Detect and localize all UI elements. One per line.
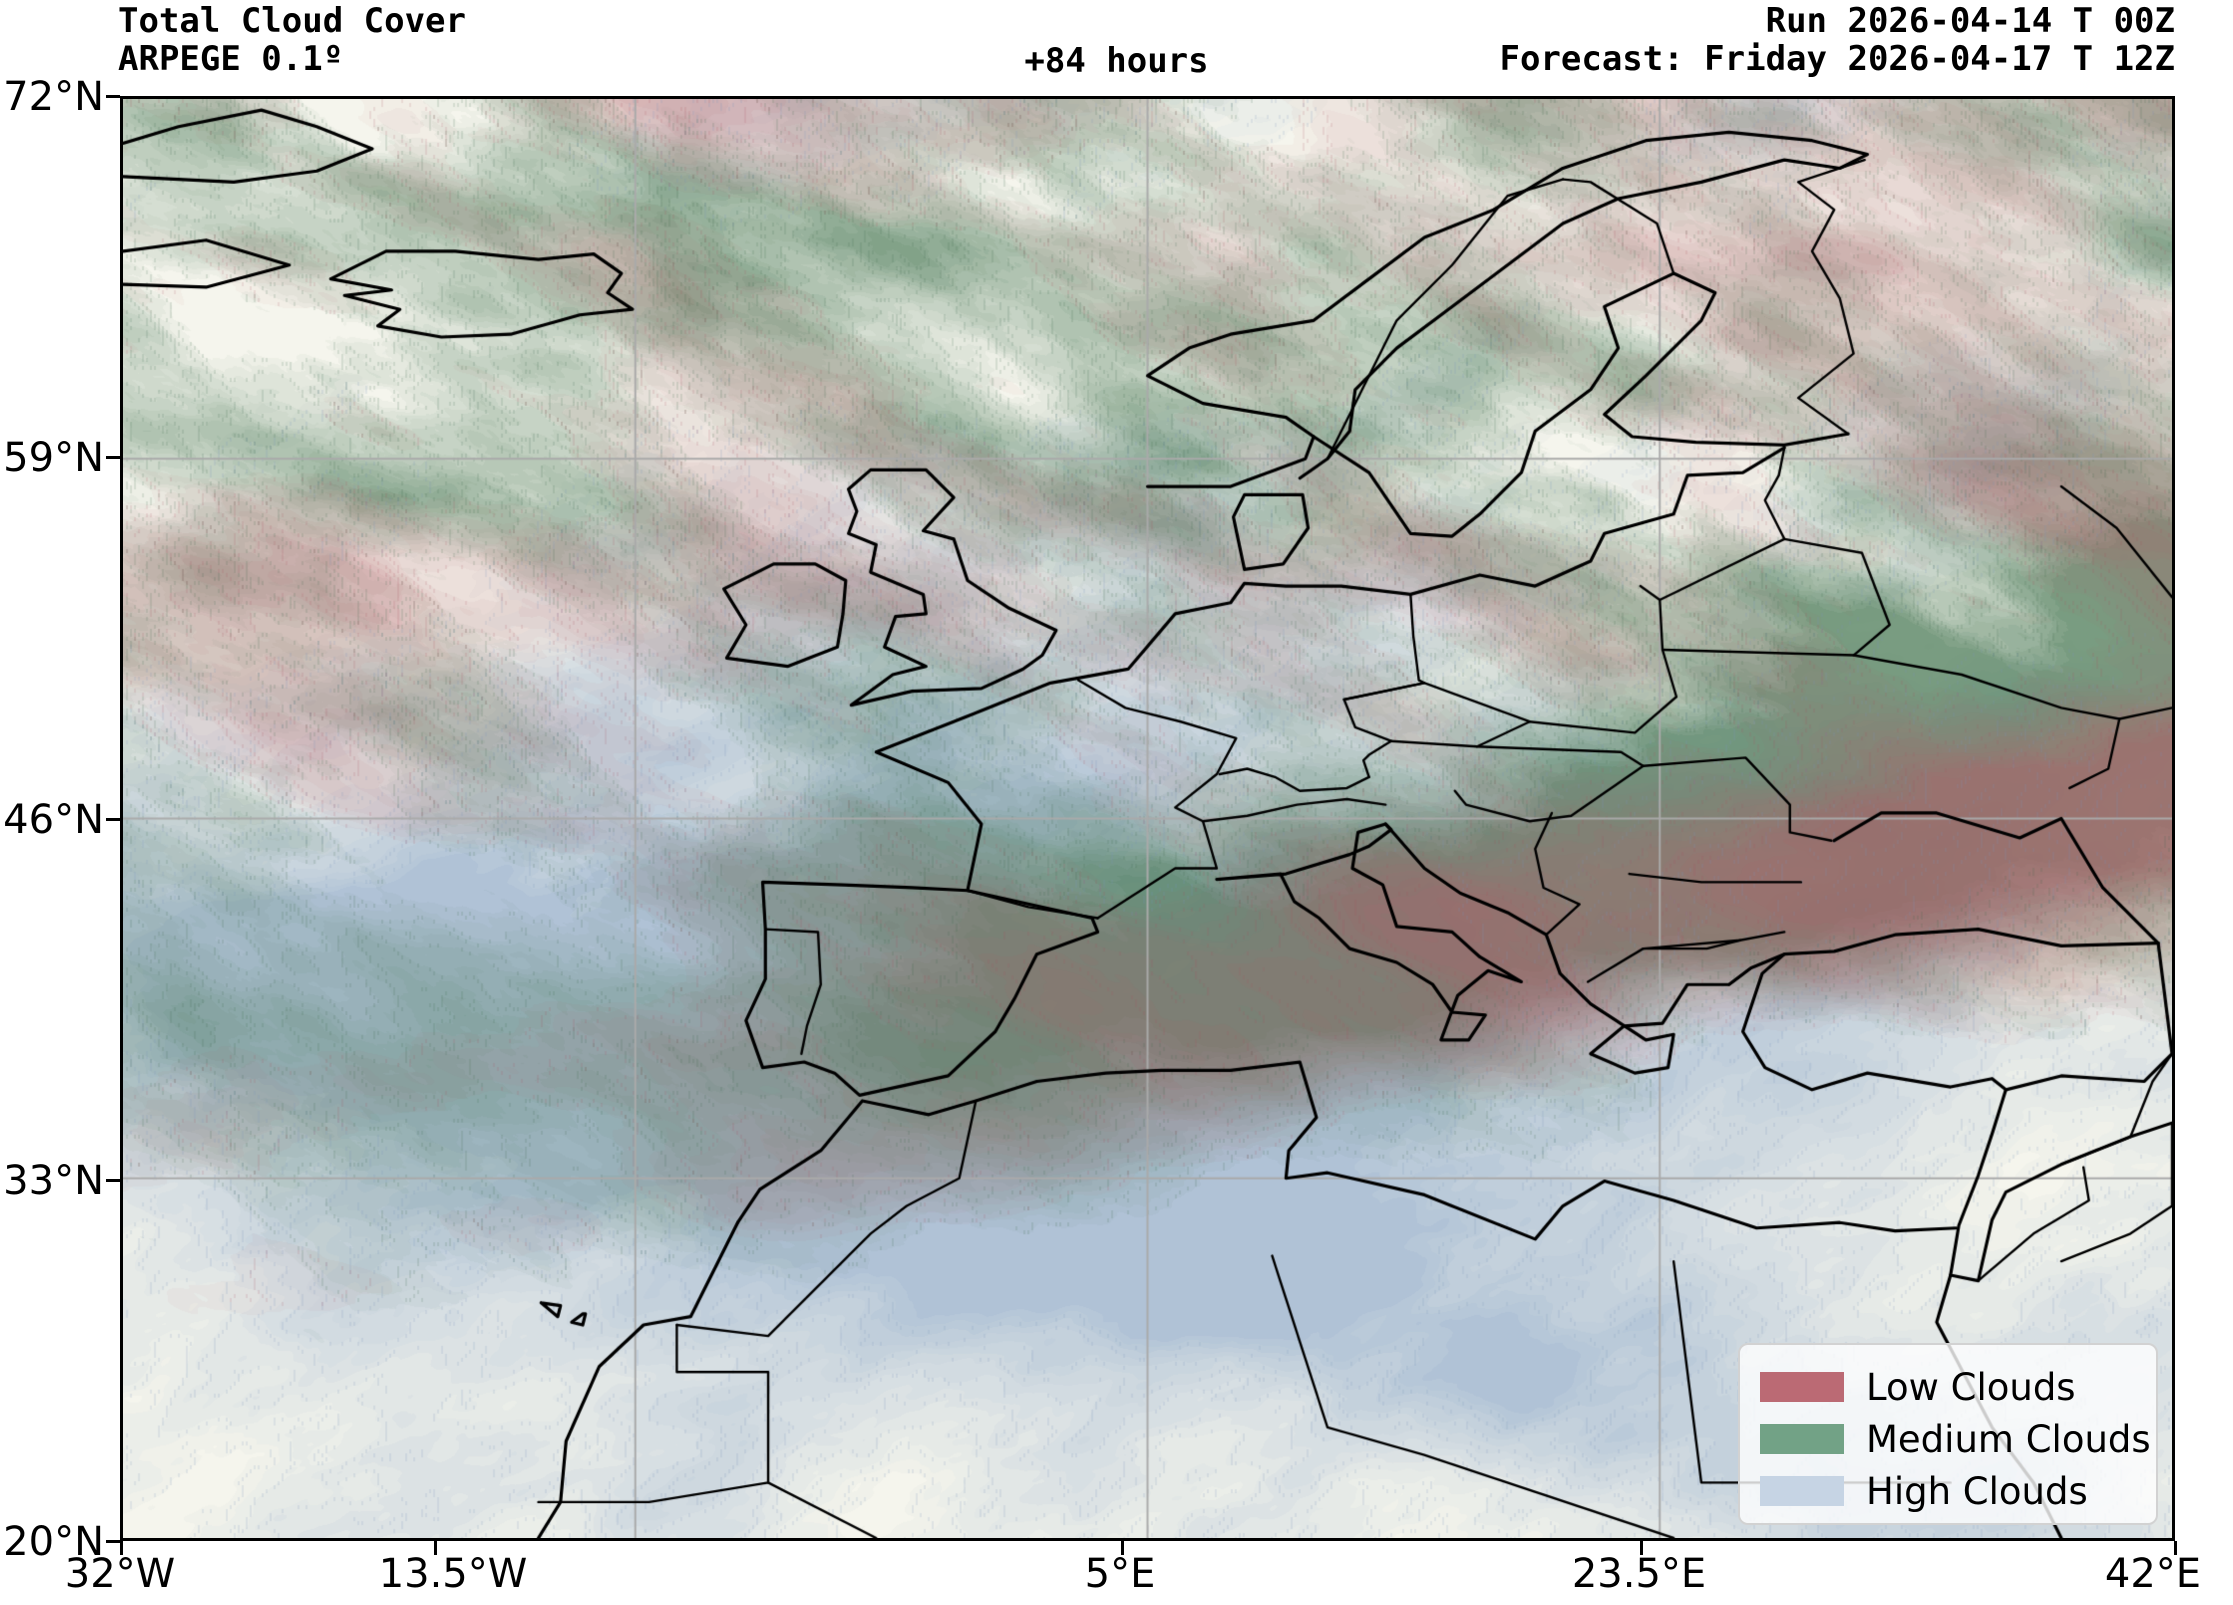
legend-label-medium-clouds: Medium Clouds	[1866, 1417, 2151, 1461]
forecast-timestamp: Forecast: Friday 2026-04-17 T 12Z	[1499, 39, 2175, 79]
y-tick-label-2: 46°N	[3, 797, 104, 843]
header-bar: Total Cloud Cover ARPEGE 0.1º +84 hours …	[0, 0, 2233, 96]
y-tick-mark-0	[106, 95, 120, 98]
y-tick-label-4: 20°N	[3, 1519, 104, 1565]
header-left-block: Total Cloud Cover ARPEGE 0.1º	[118, 2, 466, 78]
legend-item-high: High Clouds	[1760, 1465, 2136, 1517]
x-tick-label-3: 23.5°E	[1571, 1551, 1707, 1597]
forecast-map[interactable]: Low Clouds Medium Clouds High Clouds	[120, 96, 2175, 1541]
legend-swatch-high-clouds	[1760, 1476, 1844, 1506]
x-tick-mark-3	[1640, 1541, 1643, 1555]
legend-box: Low Clouds Medium Clouds High Clouds	[1738, 1343, 2158, 1525]
legend-label-high-clouds: High Clouds	[1866, 1469, 2088, 1513]
y-tick-mark-2	[106, 818, 120, 821]
header-right-block: Run 2026-04-14 T 00Z Forecast: Friday 20…	[1499, 2, 2175, 78]
x-tick-label-1: 13.5°W	[378, 1551, 528, 1597]
x-tick-mark-1	[434, 1541, 437, 1555]
header-center-block: +84 hours	[0, 42, 2233, 80]
legend-item-medium: Medium Clouds	[1760, 1413, 2151, 1465]
y-tick-mark-4	[106, 1540, 120, 1543]
legend-swatch-low-clouds	[1760, 1372, 1844, 1402]
model-name: ARPEGE 0.1º	[118, 39, 344, 79]
cloud-cover-canvas	[123, 99, 2172, 1538]
x-tick-mark-2	[1121, 1541, 1124, 1555]
x-tick-label-2: 5°E	[1084, 1551, 1156, 1597]
y-tick-mark-1	[106, 456, 120, 459]
y-tick-mark-3	[106, 1179, 120, 1182]
page-title: Total Cloud Cover	[118, 1, 466, 41]
legend-item-low: Low Clouds	[1760, 1361, 2136, 1413]
x-tick-label-0: 32°W	[64, 1551, 176, 1597]
legend-swatch-medium-clouds	[1760, 1424, 1844, 1454]
legend-label-low-clouds: Low Clouds	[1866, 1365, 2076, 1409]
x-tick-label-4: 42°E	[2104, 1551, 2202, 1597]
lead-time-label: +84 hours	[1024, 41, 1209, 81]
y-tick-label-0: 72°N	[3, 74, 104, 120]
run-timestamp: Run 2026-04-14 T 00Z	[1765, 1, 2175, 41]
y-tick-label-1: 59°N	[3, 435, 104, 481]
x-tick-mark-4	[2174, 1541, 2177, 1555]
y-tick-label-3: 33°N	[3, 1158, 104, 1204]
x-tick-mark-0	[120, 1541, 123, 1555]
